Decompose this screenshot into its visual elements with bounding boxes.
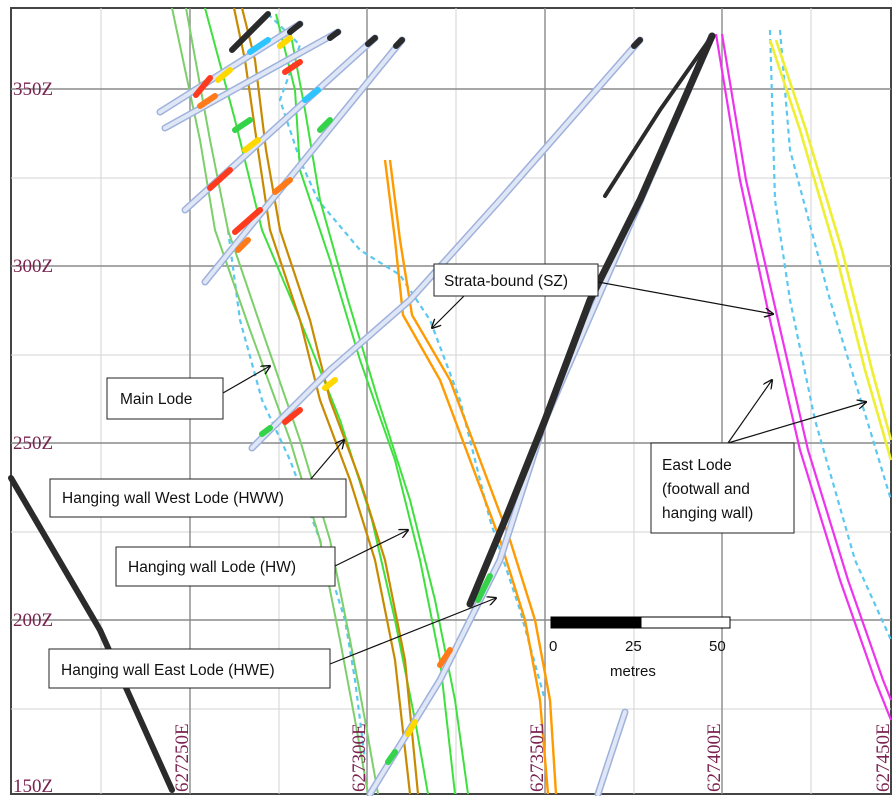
callout-hww: Hanging wall West Lode (HWW) <box>49 478 347 518</box>
east-lode-traces <box>714 33 893 721</box>
easting-label-627300: 627300E <box>349 723 370 792</box>
callout-main-lode-text: Main Lode <box>120 391 192 408</box>
easting-label-627250: 627250E <box>172 723 193 792</box>
callout-hw-text: Hanging wall Lode (HW) <box>128 559 296 576</box>
callout-hwe: Hanging wall East Lode (HWE) <box>48 648 331 689</box>
callout-strata-bound-text: Strata-bound (SZ) <box>444 273 568 290</box>
elevation-labels: 350Z 300Z 250Z 200Z 150Z <box>13 79 53 796</box>
fault-lines <box>8 32 716 793</box>
arrow-strata-bound-left <box>432 294 466 328</box>
arrow-strata-bound-right <box>597 281 773 314</box>
scale-tick-25: 25 <box>625 638 642 655</box>
drillholes <box>156 11 716 796</box>
easting-labels: 627250E 627300E 627350E 627400E 627450E <box>172 723 893 792</box>
arrow-hwe <box>329 598 496 665</box>
scale-unit-label: metres <box>610 663 656 680</box>
callout-east-lode: East Lode (footwall and hanging wall) <box>650 442 795 534</box>
arrow-main-lode <box>222 366 270 394</box>
scale-bar-white-segment <box>640 616 731 629</box>
callout-east-lode-line1: East Lode <box>662 457 732 474</box>
callout-main-lode: Main Lode <box>106 377 224 420</box>
arrow-east-lode-hanging <box>727 402 866 444</box>
easting-label-627350: 627350E <box>527 723 548 792</box>
arrow-hww <box>309 440 344 481</box>
callout-hw: Hanging wall Lode (HW) <box>115 546 336 587</box>
callout-strata-bound: Strata-bound (SZ) <box>433 263 599 297</box>
callout-hww-text: Hanging wall West Lode (HWW) <box>62 490 284 507</box>
easting-label-627400: 627400E <box>704 723 725 792</box>
elevation-label-250: 250Z <box>13 433 53 454</box>
scale-bar: 0 25 50 metres <box>549 616 731 680</box>
elevation-label-200: 200Z <box>13 610 53 631</box>
strata-bound-traces <box>383 159 558 795</box>
callout-hwe-text: Hanging wall East Lode (HWE) <box>61 662 275 679</box>
elevation-label-150: 150Z <box>13 776 53 796</box>
scale-tick-50: 50 <box>709 638 726 655</box>
arrow-east-lode-footwall <box>727 380 772 444</box>
callout-east-lode-line3: hanging wall) <box>662 505 753 522</box>
scale-tick-0: 0 <box>549 638 557 655</box>
scale-bar-black-segment <box>550 616 642 629</box>
callout-arrows <box>222 281 866 665</box>
elevation-label-300: 300Z <box>13 256 53 277</box>
easting-label-627450: 627450E <box>873 723 893 792</box>
hww-lode-traces <box>232 7 420 795</box>
east-lode-hw-traces <box>768 39 893 461</box>
elevation-label-350: 350Z <box>13 79 53 100</box>
arrow-hw <box>334 530 408 567</box>
main-lode-traces <box>171 7 379 795</box>
callout-east-lode-line2: (footwall and <box>662 481 750 498</box>
